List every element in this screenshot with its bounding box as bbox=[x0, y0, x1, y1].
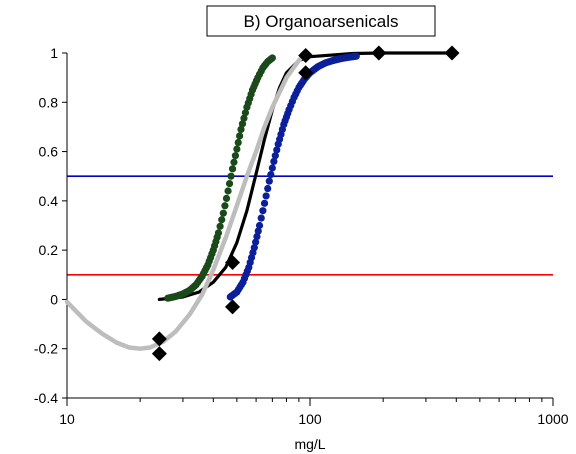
data-point bbox=[216, 222, 224, 230]
data-point bbox=[257, 214, 265, 222]
axes: -0.4 -0.2 0 0.2 0.4 0.6 0.8 1 10 100 1000 bbox=[34, 45, 569, 427]
data-point bbox=[231, 152, 240, 160]
x-tick-label: 1000 bbox=[537, 411, 568, 427]
series-4 bbox=[64, 50, 308, 351]
series-2 bbox=[164, 54, 276, 302]
data-point bbox=[224, 187, 232, 195]
data-point bbox=[265, 177, 273, 185]
data-point bbox=[238, 120, 247, 128]
data-point bbox=[352, 52, 360, 60]
data-point bbox=[151, 331, 167, 347]
data-point bbox=[252, 238, 260, 246]
data-point bbox=[225, 180, 234, 188]
data-point bbox=[260, 199, 269, 207]
x-tick-label: 10 bbox=[59, 411, 75, 427]
data-point bbox=[264, 184, 272, 193]
data-point bbox=[237, 125, 245, 133]
data-point bbox=[259, 207, 267, 215]
chart-title: B) Organoarsenicals bbox=[244, 12, 399, 31]
data-point bbox=[255, 221, 264, 230]
series-line bbox=[64, 50, 308, 351]
reference-lines bbox=[67, 175, 553, 276]
data-point bbox=[241, 109, 250, 117]
series-3 bbox=[226, 52, 360, 301]
data-point bbox=[250, 244, 258, 252]
data-point bbox=[444, 45, 460, 61]
data-point bbox=[234, 138, 242, 147]
data-point bbox=[225, 254, 241, 270]
data-point bbox=[268, 54, 276, 62]
data-point bbox=[222, 194, 231, 202]
data-point bbox=[214, 229, 223, 237]
chart-title-box: B) Organoarsenicals bbox=[206, 5, 436, 37]
y-tick-label: -0.4 bbox=[34, 390, 58, 406]
series-layer bbox=[64, 45, 460, 362]
data-point bbox=[218, 216, 226, 224]
data-point bbox=[273, 146, 281, 154]
data-point bbox=[371, 45, 387, 61]
data-point bbox=[233, 145, 241, 153]
y-tick-label: 0.8 bbox=[39, 94, 59, 110]
data-point bbox=[253, 232, 261, 241]
y-tick-label: 0.4 bbox=[39, 193, 59, 209]
y-tick-label: 0.6 bbox=[39, 144, 59, 160]
data-point bbox=[230, 158, 238, 166]
data-point bbox=[268, 164, 276, 172]
data-point bbox=[267, 170, 275, 179]
data-point bbox=[254, 227, 262, 235]
data-point bbox=[151, 346, 167, 362]
data-point bbox=[236, 132, 244, 140]
data-point bbox=[240, 114, 248, 122]
x-tick-label: 100 bbox=[298, 411, 322, 427]
data-point bbox=[270, 157, 278, 166]
y-tick-label: 0 bbox=[50, 291, 58, 307]
x-axis-label: mg/L bbox=[294, 436, 325, 452]
data-point bbox=[219, 209, 227, 217]
data-point bbox=[262, 192, 270, 200]
y-tick-label: 1 bbox=[50, 45, 58, 61]
data-point bbox=[298, 65, 314, 81]
data-point bbox=[225, 299, 241, 315]
data-point bbox=[298, 47, 314, 63]
series-0 bbox=[151, 45, 460, 362]
data-point bbox=[271, 152, 279, 160]
data-point bbox=[227, 172, 235, 180]
data-point bbox=[228, 165, 237, 173]
y-tick-label: -0.2 bbox=[34, 341, 58, 357]
data-point bbox=[221, 202, 229, 210]
y-tick-label: 0.2 bbox=[39, 242, 59, 258]
